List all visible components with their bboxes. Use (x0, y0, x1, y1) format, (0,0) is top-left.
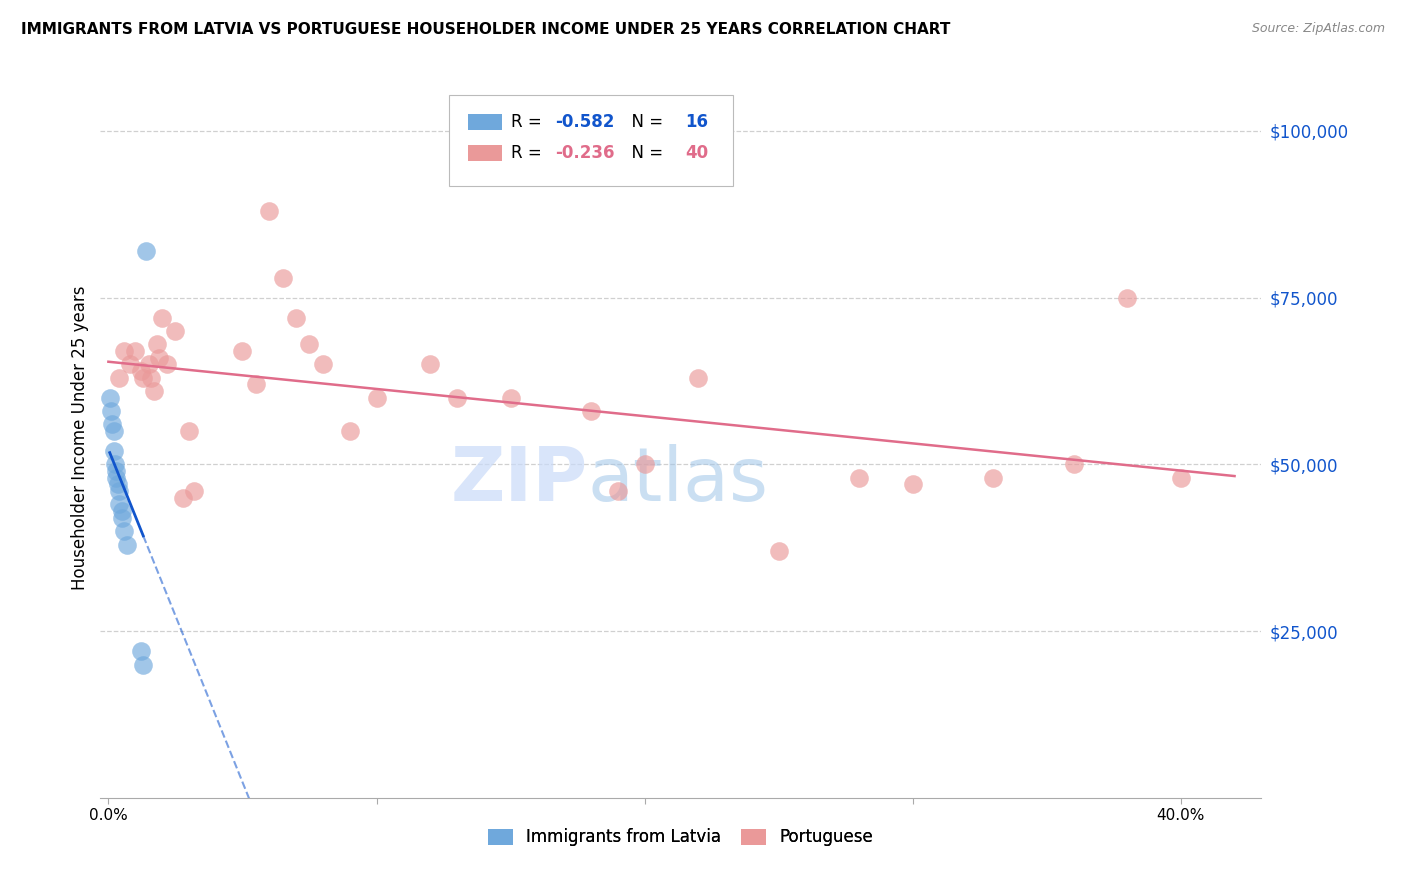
Point (103, 424, 125, 438)
Point (132, 657, 155, 672)
Point (768, 544, 790, 558)
Point (634, 458, 657, 472)
Point (105, 471, 128, 485)
Text: R =: R = (510, 113, 547, 131)
Point (100, 404, 122, 418)
Point (285, 310, 308, 325)
Point (848, 471, 870, 485)
Point (499, 391, 522, 405)
Point (129, 364, 152, 378)
Point (172, 491, 194, 505)
Point (104, 458, 127, 472)
Point (143, 384, 166, 398)
Text: -0.582: -0.582 (555, 113, 614, 131)
Text: 16: 16 (685, 113, 709, 131)
Legend: Immigrants from Latvia, Portuguese: Immigrants from Latvia, Portuguese (479, 820, 882, 855)
Point (129, 644, 152, 658)
Point (114, 524, 136, 538)
Point (688, 370, 710, 384)
FancyBboxPatch shape (468, 145, 502, 161)
Point (150, 310, 173, 325)
Point (105, 464, 128, 478)
Point (901, 477, 924, 491)
Point (135, 244, 157, 258)
Point (98, 391, 121, 405)
Point (124, 344, 146, 359)
Text: 40: 40 (685, 145, 709, 162)
Point (1170, 471, 1192, 485)
Point (115, 537, 138, 551)
Point (231, 344, 253, 359)
Text: IMMIGRANTS FROM LATVIA VS PORTUGUESE HOUSEHOLDER INCOME UNDER 25 YEARS CORRELATI: IMMIGRANTS FROM LATVIA VS PORTUGUESE HOU… (21, 22, 950, 37)
Text: ZIP: ZIP (451, 444, 588, 517)
Point (446, 391, 468, 405)
Point (114, 344, 136, 359)
Point (606, 484, 628, 499)
Point (156, 357, 179, 371)
Text: N =: N = (621, 113, 669, 131)
Point (366, 391, 388, 405)
Point (259, 203, 281, 218)
Point (1063, 458, 1085, 472)
FancyBboxPatch shape (468, 114, 502, 130)
Text: atlas: atlas (588, 444, 769, 517)
Point (138, 357, 160, 371)
Point (111, 504, 134, 518)
Point (579, 404, 602, 418)
Y-axis label: Householder Income Under 25 years: Householder Income Under 25 years (72, 285, 89, 590)
Point (981, 471, 1004, 485)
Point (108, 370, 131, 384)
Point (177, 424, 200, 438)
Point (108, 484, 131, 499)
Text: N =: N = (621, 145, 669, 162)
Point (298, 337, 321, 351)
Point (419, 357, 441, 371)
Text: Source: ZipAtlas.com: Source: ZipAtlas.com (1251, 22, 1385, 36)
Point (108, 498, 131, 512)
Point (165, 324, 187, 338)
Text: -0.236: -0.236 (555, 145, 614, 162)
Point (339, 424, 361, 438)
Point (132, 370, 155, 384)
Point (118, 357, 141, 371)
Point (148, 351, 170, 365)
Point (183, 484, 205, 499)
Point (271, 270, 294, 285)
FancyBboxPatch shape (449, 95, 733, 186)
Point (145, 337, 167, 351)
Text: R =: R = (510, 145, 547, 162)
Point (101, 417, 124, 432)
Point (312, 357, 335, 371)
Point (1116, 291, 1139, 305)
Point (103, 444, 125, 458)
Point (111, 511, 134, 525)
Point (245, 377, 267, 392)
Point (107, 477, 129, 491)
Point (141, 370, 163, 384)
